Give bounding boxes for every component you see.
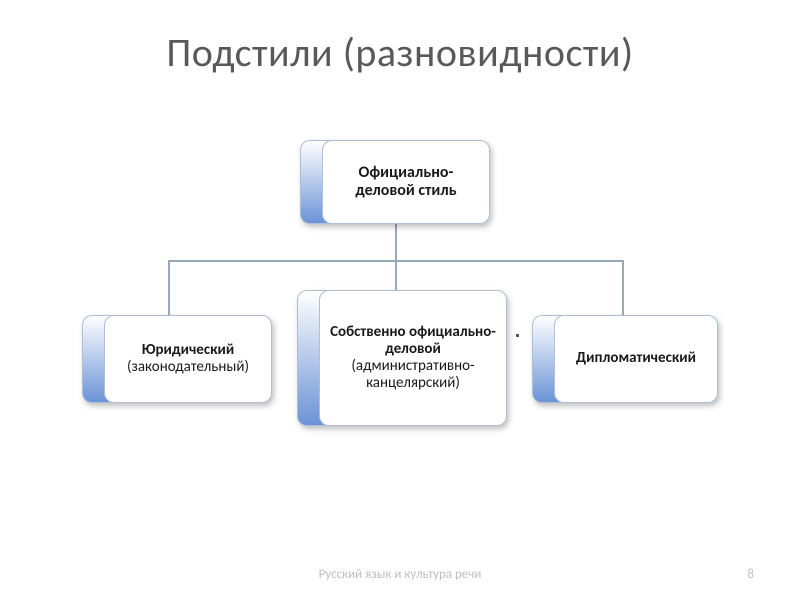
- connector: [168, 260, 170, 315]
- node-legal: Юридический (законодательный): [82, 315, 272, 403]
- node-label: Дипломатический: [554, 315, 718, 403]
- node-label: Официально-деловой стиль: [322, 140, 490, 224]
- node-normal-text: (административно-канцелярский): [330, 358, 496, 393]
- node-label: Собственно официально-деловой (администр…: [319, 290, 507, 426]
- node-bold-text: Юридический: [142, 342, 234, 359]
- dot: [516, 334, 519, 337]
- node-label: Юридический (законодательный): [104, 315, 272, 403]
- node-bold-text: Дипломатический: [576, 350, 696, 367]
- node-official: Собственно официально-деловой (администр…: [297, 290, 507, 426]
- node-root: Официально-деловой стиль: [300, 140, 490, 224]
- connector: [622, 260, 624, 315]
- connector: [395, 224, 397, 260]
- page-number: 8: [747, 567, 754, 582]
- node-bold-text: Официально-деловой стиль: [333, 164, 479, 201]
- footer-text: Русский язык и культура речи: [0, 567, 800, 582]
- node-diplomatic: Дипломатический: [532, 315, 718, 403]
- node-normal-text: (законодательный): [127, 359, 249, 376]
- hierarchy-diagram: Официально-деловой стиль Юридический (за…: [0, 140, 800, 500]
- connector: [395, 260, 397, 290]
- node-bold-text: Собственно официально-деловой: [330, 324, 496, 359]
- slide-title: Подстили (разновидности): [0, 0, 800, 77]
